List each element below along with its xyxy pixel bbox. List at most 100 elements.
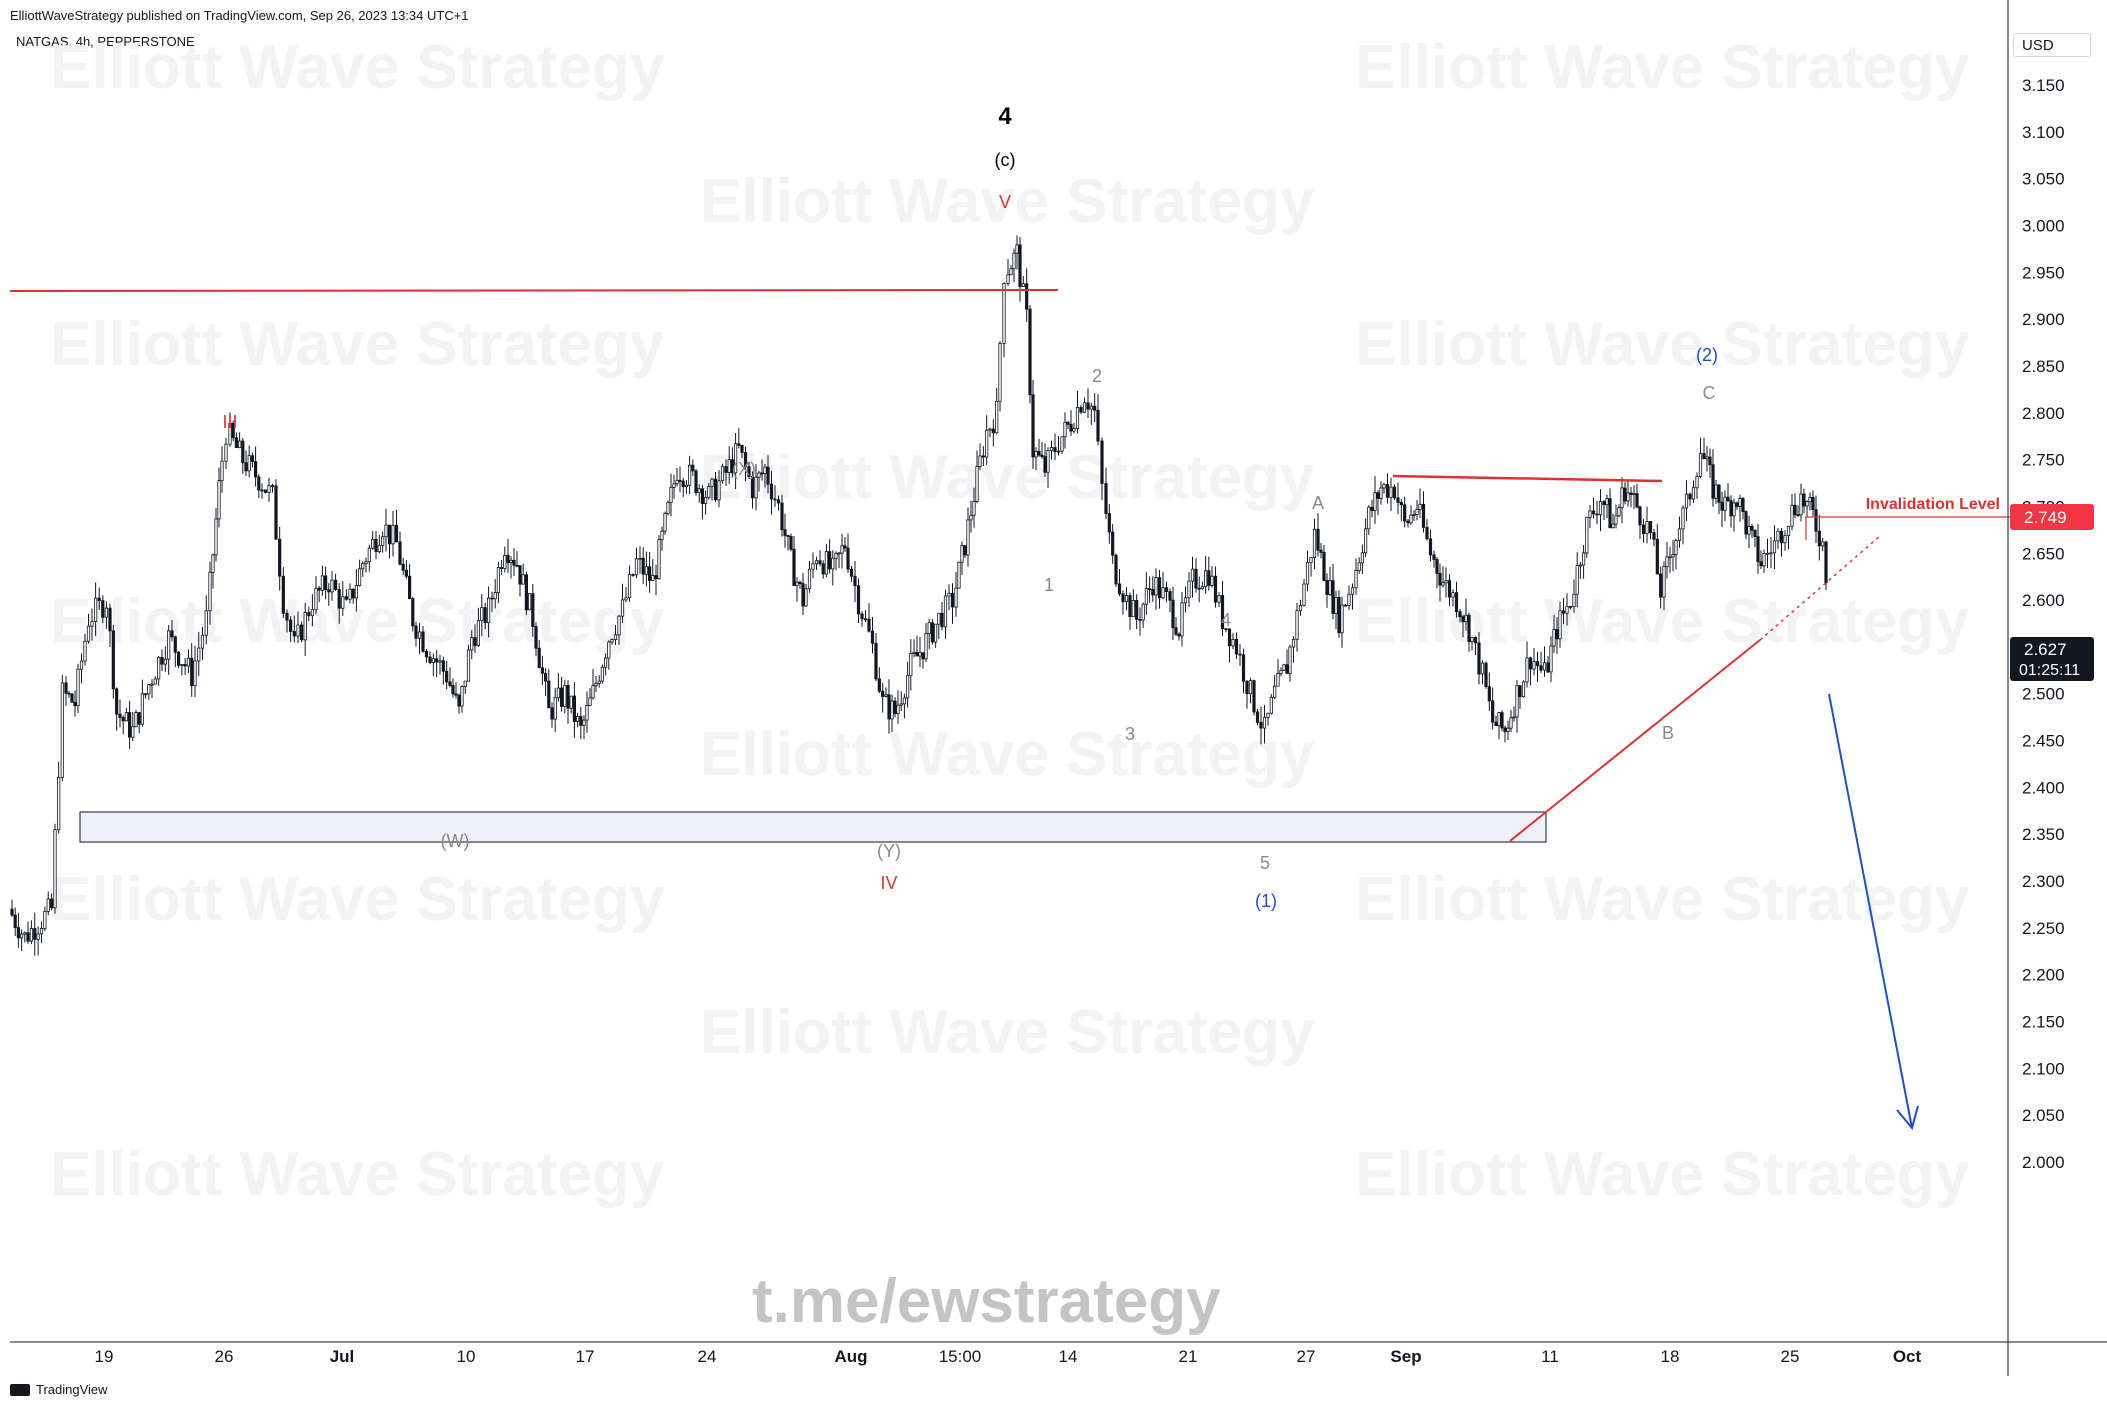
- candle-body: [1204, 570, 1208, 588]
- candle-body: [1509, 717, 1513, 729]
- candle-body: [1681, 507, 1685, 530]
- candle-body: [1385, 484, 1390, 498]
- time-axis[interactable]: 19 26 Jul 10 17 24 Aug 15:00 14 21 27 Sep 11 18 25 Oct: [95, 1347, 1922, 1366]
- candle-body: [1598, 501, 1603, 516]
- candle-body: [371, 538, 375, 549]
- candle-body: [176, 651, 181, 666]
- candle-body: [1224, 628, 1228, 630]
- candle-body: [1322, 552, 1326, 581]
- candle-body: [1337, 596, 1341, 634]
- candle-body: [1180, 602, 1184, 637]
- candle-body: [1808, 497, 1812, 503]
- candle-body: [801, 583, 805, 607]
- candle-body: [1217, 595, 1221, 603]
- candle-body: [1135, 600, 1139, 620]
- candle-body: [534, 626, 538, 649]
- candle-body: [1415, 509, 1419, 516]
- candle-body: [1031, 394, 1035, 458]
- candle-body: [783, 529, 787, 536]
- candle-body: [499, 567, 504, 569]
- candle-body: [247, 455, 251, 472]
- candle-body: [1714, 484, 1718, 499]
- candle-body: [1783, 535, 1787, 544]
- candle-body: [490, 597, 494, 600]
- candle-body: [496, 567, 501, 593]
- candle-body: [792, 548, 796, 587]
- candle-body: [1210, 575, 1214, 586]
- candle-body: [1396, 497, 1400, 503]
- candle-body: [544, 672, 548, 682]
- price-tick-label: 2.300: [2022, 872, 2065, 891]
- last-price-tag: [2010, 637, 2094, 681]
- time-tick-label: 15:00: [939, 1347, 982, 1366]
- candle-body: [657, 539, 661, 580]
- candle-body: [1194, 568, 1198, 589]
- candle-body: [157, 657, 161, 680]
- candle-body: [1015, 244, 1019, 254]
- candle-body: [480, 607, 484, 622]
- candle-body: [1655, 538, 1659, 575]
- candle-body: [76, 668, 80, 706]
- candle-body: [121, 717, 125, 722]
- candle-body: [214, 518, 218, 556]
- candle-body: [1034, 450, 1038, 458]
- candle-body: [1399, 502, 1403, 506]
- candle-body: [512, 559, 516, 566]
- time-tick-label: Aug: [834, 1347, 867, 1366]
- candle-body: [563, 684, 567, 708]
- candle-body: [23, 932, 27, 935]
- candle-body: [1447, 580, 1452, 598]
- candle-body: [377, 544, 381, 553]
- candle-body: [644, 566, 649, 575]
- currency-selector[interactable]: USD: [2013, 33, 2091, 57]
- candle-body: [743, 452, 748, 468]
- wave-label: (W): [441, 831, 470, 851]
- wave-label: C: [1703, 383, 1716, 403]
- candle-body: [1295, 610, 1299, 640]
- candle-body: [981, 455, 985, 458]
- candle-body: [16, 927, 21, 939]
- candle-body: [1128, 595, 1132, 618]
- candle-body: [1093, 405, 1097, 411]
- candle-body: [493, 592, 497, 600]
- candle-body: [515, 564, 519, 567]
- candle-body: [357, 568, 362, 587]
- watermark-text: Elliott Wave Strategy: [700, 720, 1315, 789]
- candle-body: [43, 910, 47, 929]
- candle-body: [270, 485, 275, 488]
- candle-body: [1174, 627, 1178, 635]
- candle-body: [1477, 642, 1481, 675]
- wave-label: 4: [998, 103, 1012, 130]
- candle-body: [902, 697, 907, 705]
- candle-body: [153, 678, 157, 685]
- candle-body: [811, 563, 815, 570]
- candle-body: [1717, 484, 1721, 503]
- candle-body: [29, 928, 33, 942]
- candle-body: [1282, 664, 1286, 671]
- candle-body: [476, 620, 481, 646]
- candle-body: [1354, 570, 1358, 589]
- candle-body: [975, 466, 979, 502]
- candle-body: [631, 574, 635, 576]
- candle-body: [267, 485, 271, 493]
- candle-body: [310, 609, 315, 617]
- candle-body: [560, 687, 564, 708]
- candle-body: [46, 898, 50, 912]
- candle-body: [795, 581, 799, 587]
- candle-body: [600, 666, 605, 682]
- candle-body: [1458, 611, 1462, 618]
- candle-body: [1037, 450, 1041, 456]
- candle-body: [1684, 493, 1689, 509]
- price-axis[interactable]: 3.150 3.100 3.050 3.000 2.950 2.900 2.850 2.800…: [2022, 76, 2065, 1172]
- candle-body: [720, 466, 725, 482]
- candle-body: [431, 658, 435, 663]
- candle-body: [1063, 421, 1067, 438]
- candle-body: [730, 459, 735, 474]
- candle-body: [10, 908, 14, 916]
- candle-body: [1558, 610, 1562, 640]
- candle-body: [473, 637, 477, 646]
- candle-body: [1671, 554, 1675, 558]
- candle-body: [1665, 556, 1669, 567]
- candle-body: [53, 829, 57, 909]
